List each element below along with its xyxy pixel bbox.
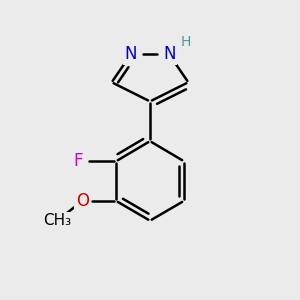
Text: H: H — [180, 34, 190, 49]
Text: O: O — [76, 192, 89, 210]
Text: N: N — [124, 45, 137, 63]
Text: N: N — [163, 45, 175, 63]
Text: F: F — [73, 152, 83, 170]
Text: CH₃: CH₃ — [43, 213, 71, 228]
